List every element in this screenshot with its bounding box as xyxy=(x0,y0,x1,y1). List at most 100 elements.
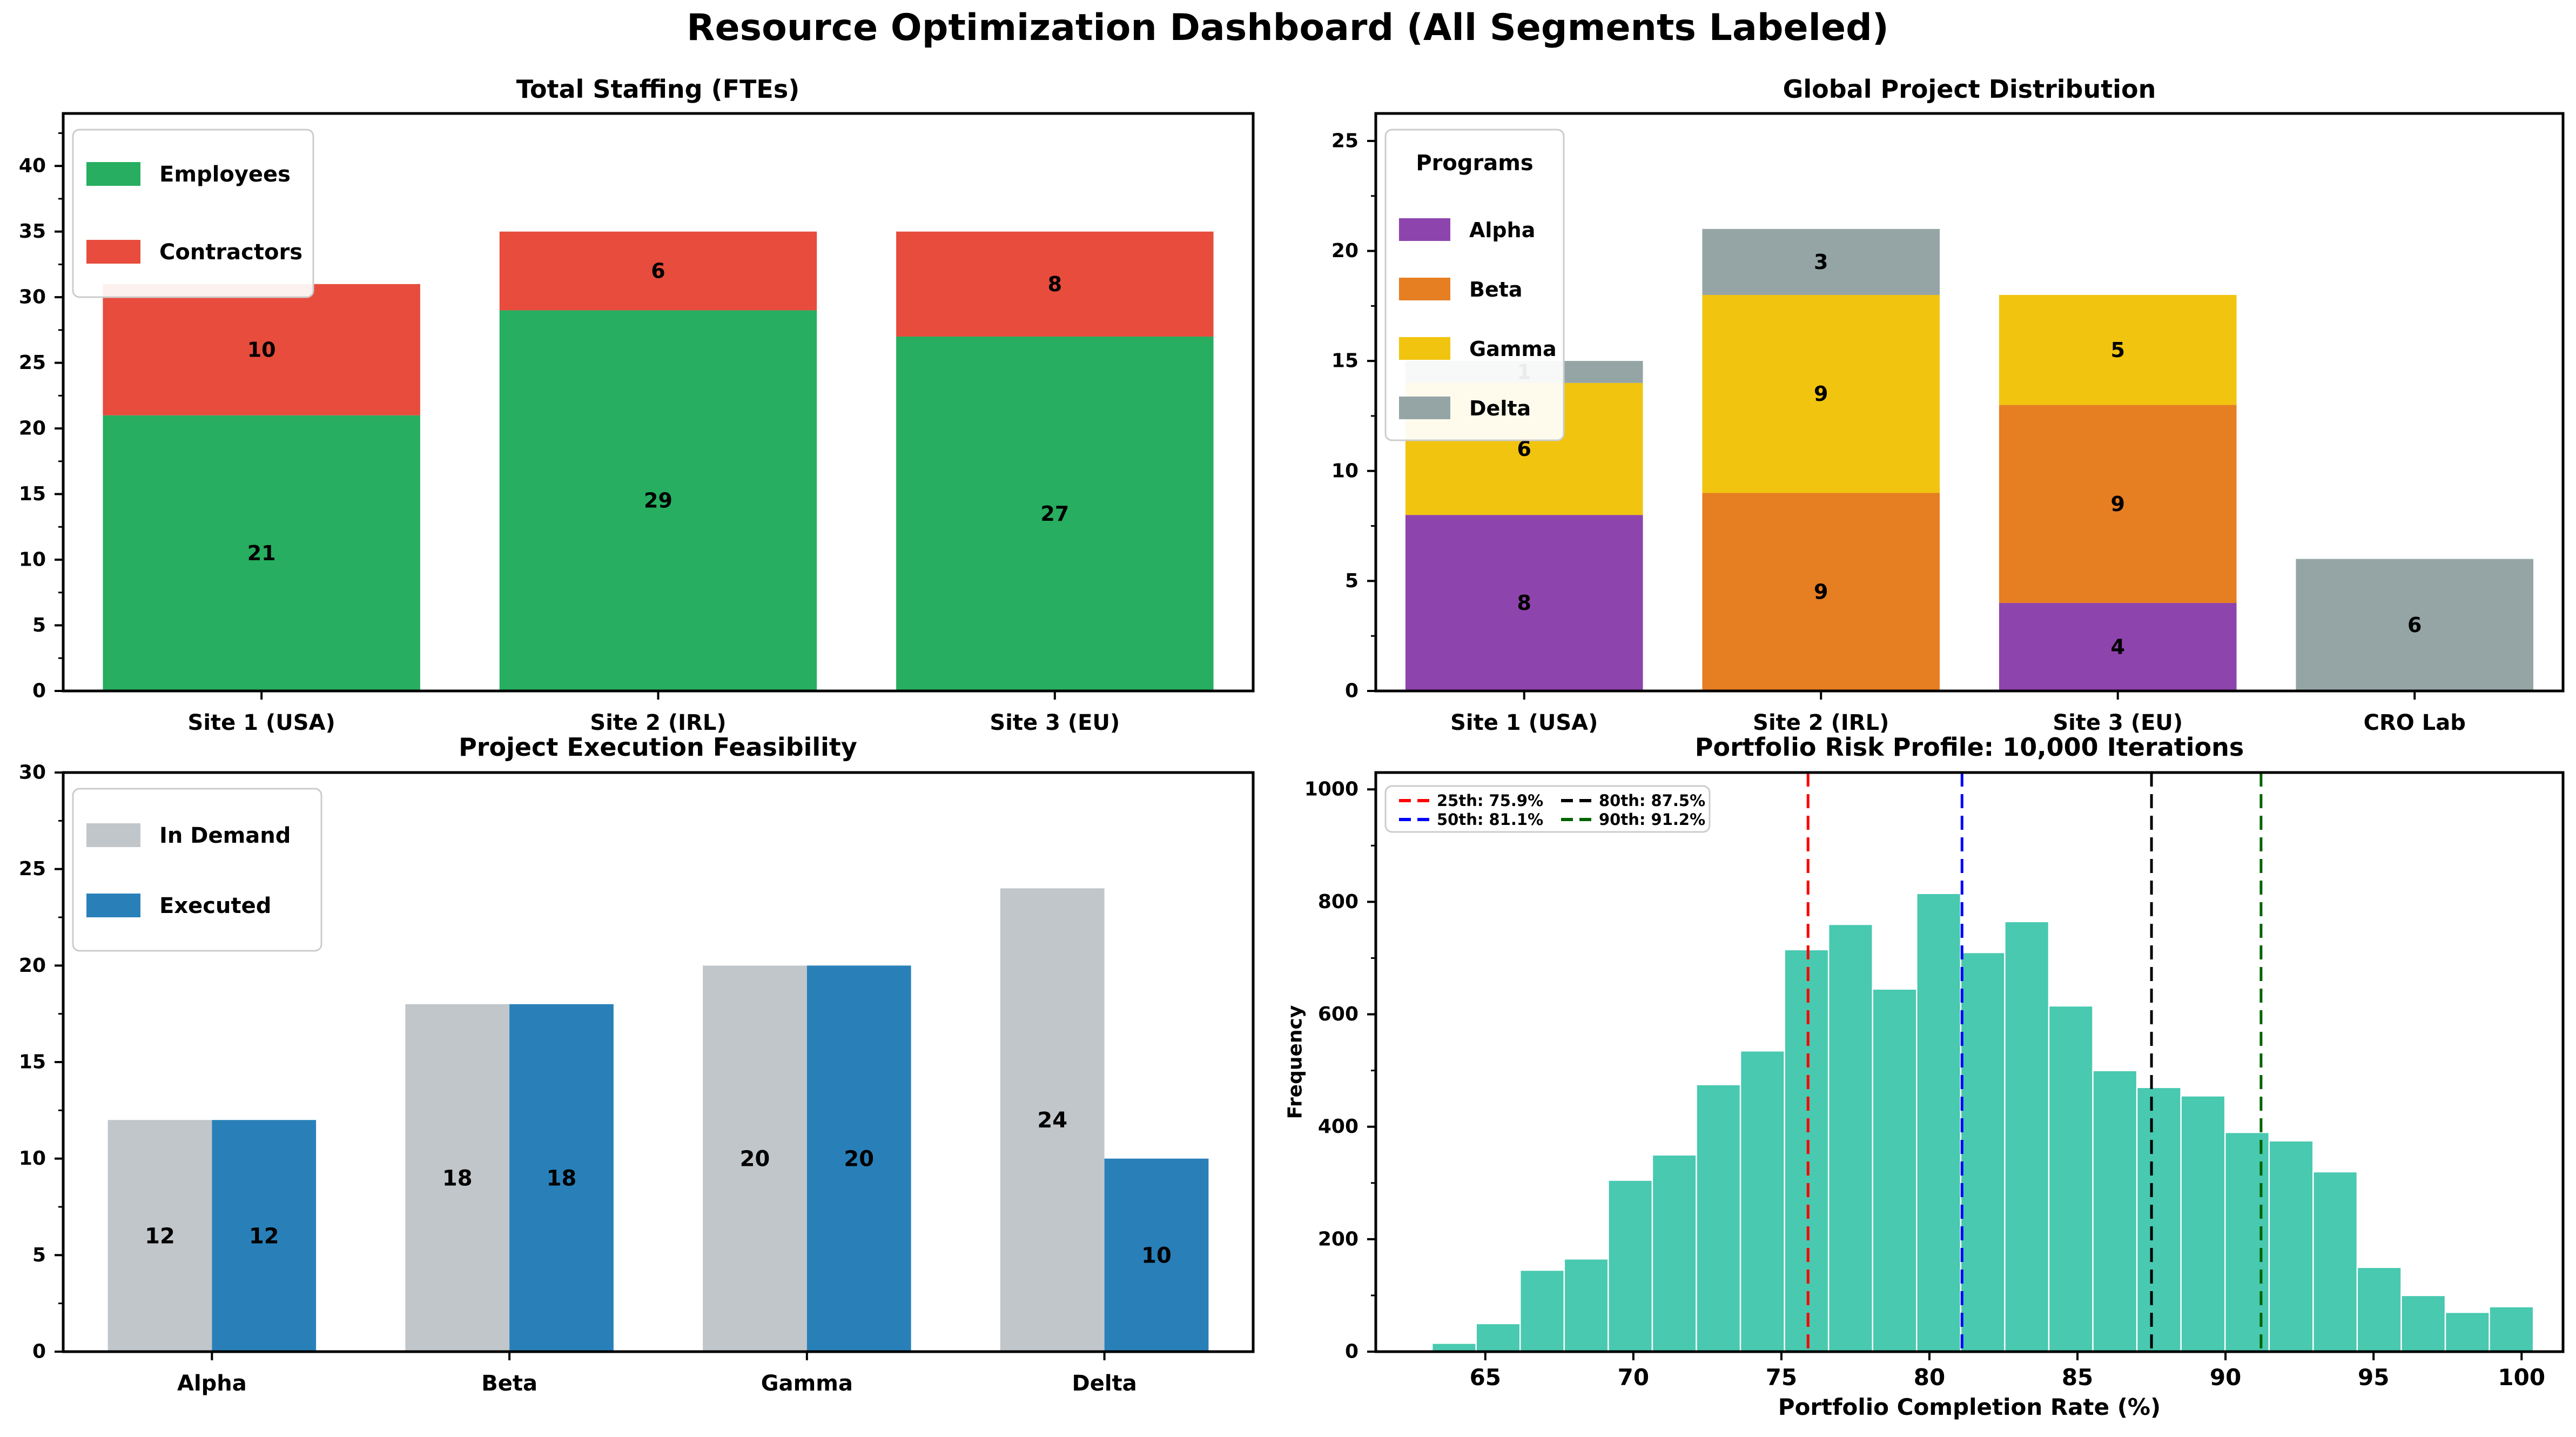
legend-label: Contractors xyxy=(159,240,302,265)
x-tick-label: Delta xyxy=(1072,1371,1137,1396)
histogram-bar xyxy=(2488,1306,2534,1353)
bar-segment xyxy=(1702,294,1940,493)
histogram-bar xyxy=(2092,1070,2138,1353)
histogram-bar xyxy=(1696,1084,1741,1353)
bar-value-label: 29 xyxy=(644,489,672,513)
chart-title-staffing: Total Staffing (FTEs) xyxy=(516,75,800,104)
plot-frame xyxy=(1374,112,2565,693)
y-tick-label: 40 xyxy=(19,155,46,177)
x-tick-label: 70 xyxy=(1618,1364,1649,1391)
y-tick-label: 0 xyxy=(32,1341,46,1363)
bar-segment xyxy=(1999,405,2237,603)
staffing-bar-value-labels: 21 10 29 6 27 8 xyxy=(247,259,1070,565)
bar-value-label: 8 xyxy=(1517,591,1531,615)
histogram-bar xyxy=(1563,1258,1609,1353)
bar-value-label: 20 xyxy=(844,1147,874,1172)
y-tick-label: 200 xyxy=(1318,1228,1358,1250)
chart-staffing: 21 10 29 6 27 8 0 5 10 15 20 25 30 35 40 Site 1 (USA) Si… xyxy=(19,112,1255,735)
histogram-bar xyxy=(1916,892,1962,1353)
bar-value-label: 21 xyxy=(247,541,276,565)
y-tick-label: 20 xyxy=(19,418,46,440)
bar-segment xyxy=(103,284,420,415)
chart-title-programs: Global Project Distribution xyxy=(1783,75,2156,104)
y-tick-label: 5 xyxy=(32,1244,46,1266)
legend-swatch xyxy=(1399,397,1450,419)
dashboard-suptitle: Resource Optimization Dashboard (All Seg… xyxy=(687,6,1889,49)
x-tick-label: Site 1 (USA) xyxy=(188,710,335,735)
bar-value-label: 12 xyxy=(249,1224,279,1249)
x-tick-label: 90 xyxy=(2210,1364,2241,1391)
bar-value-label: 4 xyxy=(2111,635,2125,659)
legend-box xyxy=(72,788,322,952)
chart-title-feasibility: Project Execution Feasibility xyxy=(459,733,857,762)
legend-label: Gamma xyxy=(1469,337,1557,361)
programs-bars xyxy=(1405,229,2534,691)
y-tick-label: 10 xyxy=(19,549,46,571)
legend-swatch xyxy=(86,240,140,264)
histogram-bar xyxy=(2356,1266,2402,1353)
y-tick-label: 25 xyxy=(19,858,46,880)
histogram-bar xyxy=(1651,1154,1697,1353)
y-tick-label: 30 xyxy=(19,762,46,784)
y-tick-label: 25 xyxy=(19,352,46,374)
x-tick-label: Site 3 (EU) xyxy=(990,710,1120,735)
bar-segment xyxy=(1000,888,1105,1352)
legend-swatch xyxy=(86,823,140,847)
histogram-bar xyxy=(2268,1140,2314,1353)
bar-segment xyxy=(1702,229,1940,295)
staffing-legend: Employees Contractors xyxy=(72,129,314,298)
histogram-bar xyxy=(1827,923,1874,1353)
legend-label: In Demand xyxy=(159,823,291,848)
y-tick-label: 15 xyxy=(1331,350,1358,372)
bar-segment xyxy=(1702,493,1940,691)
bar-value-label: 6 xyxy=(2407,613,2422,637)
bar-segment xyxy=(103,415,420,691)
chart-feasibility: 12 12 18 18 20 20 24 10 0 5 10 15 20 25 30 Alpha Beta Gam… xyxy=(19,762,1255,1396)
y-tick-label: 400 xyxy=(1318,1116,1358,1138)
x-tick-label: CRO Lab xyxy=(2364,710,2466,735)
legend-title: Programs xyxy=(1416,151,1533,176)
legend-label: Executed xyxy=(159,894,271,918)
legend-label: Employees xyxy=(159,162,291,187)
bar-segment xyxy=(1405,515,1643,691)
histogram-bar xyxy=(2400,1294,2446,1353)
legend-swatch xyxy=(1399,278,1450,300)
histogram-bar xyxy=(1739,1050,1785,1353)
y-tick-label: 35 xyxy=(19,220,46,243)
bar-segment xyxy=(499,231,817,311)
bar-value-label: 18 xyxy=(442,1166,473,1191)
bar-value-label: 24 xyxy=(1037,1108,1067,1133)
legend-box xyxy=(1384,785,1711,833)
histogram-bar xyxy=(2180,1095,2226,1353)
legend-swatch xyxy=(1399,337,1450,360)
histogram-bar xyxy=(2004,921,2050,1353)
y-tick-label: 600 xyxy=(1318,1003,1358,1025)
bar-value-label: 9 xyxy=(2111,492,2125,516)
bar-value-label: 9 xyxy=(1814,580,1828,604)
staffing-axes: 0 5 10 15 20 25 30 35 40 Site 1 (USA) Site 2 (IRL)… xyxy=(19,112,1255,735)
bar-segment xyxy=(405,1004,510,1352)
x-tick-label: Site 2 (IRL) xyxy=(1753,710,1889,735)
x-tick-label: Beta xyxy=(481,1371,537,1396)
histogram-bar xyxy=(1960,951,2006,1353)
y-tick-label: 25 xyxy=(1331,130,1358,152)
bar-segment xyxy=(1999,603,2237,691)
legend-label: 80th: 87.5% xyxy=(1599,791,1705,810)
bar-segment xyxy=(1999,294,2237,405)
bar-value-label: 5 xyxy=(2111,338,2125,362)
legend-box xyxy=(72,129,314,298)
risk-histogram-bars xyxy=(1431,892,2534,1353)
bar-segment xyxy=(896,337,1214,691)
programs-bar-value-labels: 8619934956 xyxy=(1517,250,2422,659)
bar-segment xyxy=(212,1120,317,1352)
histogram-bar xyxy=(2136,1086,2182,1353)
x-tick-label: 100 xyxy=(2498,1364,2545,1391)
histogram-bar xyxy=(1608,1179,1653,1353)
x-tick-label: Site 2 (IRL) xyxy=(590,710,726,735)
x-tick-label: Site 1 (USA) xyxy=(1450,710,1598,735)
bar-value-label: 9 xyxy=(1814,382,1828,406)
legend-label: Beta xyxy=(1469,278,1523,301)
chart-risk: 0 200 400 600 800 1000 65 70 75 80 85 90 95 100 25th: … xyxy=(1304,771,2565,1391)
histogram-bar xyxy=(1475,1322,1521,1353)
bar-segment xyxy=(509,1004,614,1352)
